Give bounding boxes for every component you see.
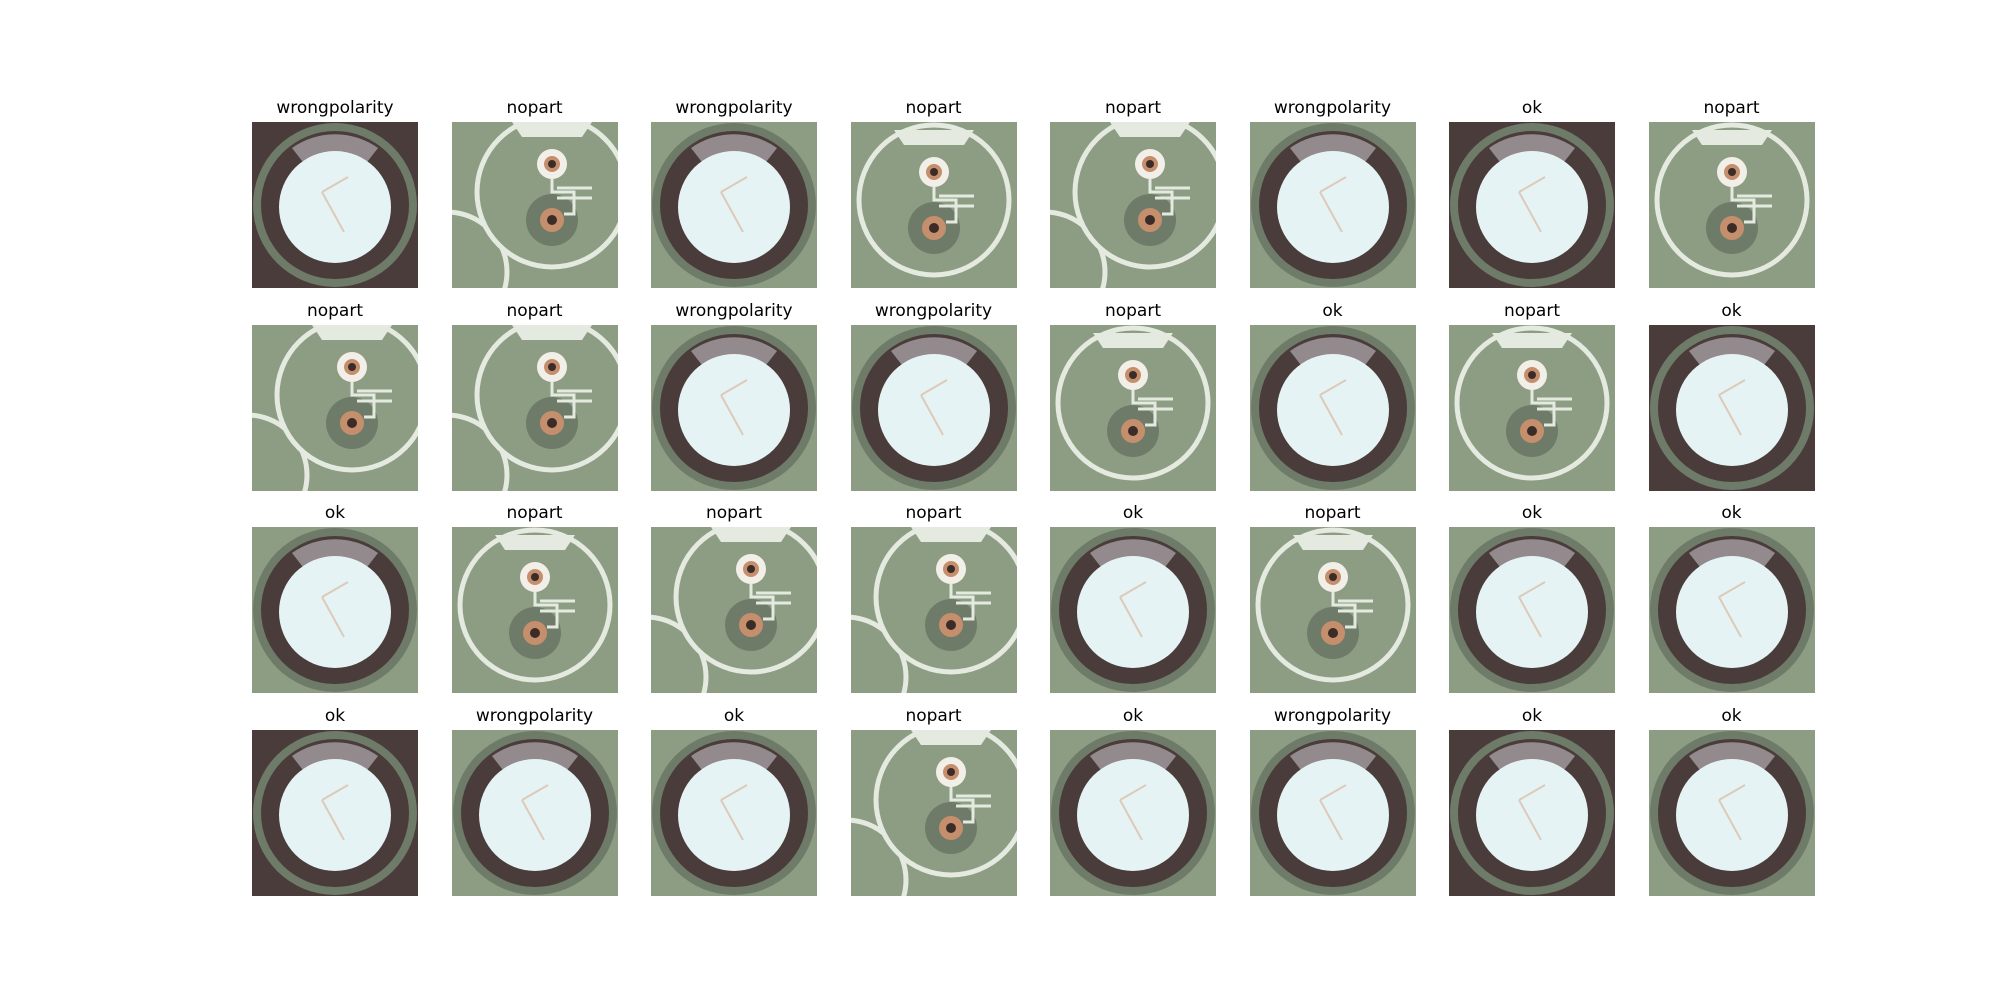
capacitor-image (1648, 729, 1815, 896)
cell-label: nopart (905, 98, 962, 118)
cell-label: ok (1122, 503, 1144, 523)
cell-label: nopart (506, 300, 563, 321)
capacitor-image (1648, 527, 1815, 693)
empty-footprint-image (1648, 122, 1815, 288)
empty-footprint-image (1449, 324, 1615, 491)
empty-footprint-image (451, 324, 618, 491)
cell-label: ok (1721, 503, 1742, 523)
cell-label: nopart (1304, 503, 1361, 523)
cell-label: ok (1521, 705, 1543, 726)
empty-footprint-image (850, 527, 1017, 693)
capacitor-image (1050, 729, 1216, 896)
capacitor-image (1249, 324, 1416, 491)
empty-footprint-image (252, 324, 418, 491)
capacitor-image (252, 729, 418, 896)
capacitor-image (451, 729, 618, 896)
capacitor-image (651, 122, 817, 288)
cell-label: nopart (506, 503, 563, 523)
cell-label: nopart (905, 503, 962, 523)
capacitor-image (850, 324, 1017, 491)
capacitor-image (1449, 122, 1615, 288)
cell-label: nopart (705, 503, 763, 523)
empty-footprint-image (651, 527, 817, 693)
empty-footprint-image (1050, 324, 1216, 491)
capacitor-image (252, 527, 418, 693)
empty-footprint-image (1249, 527, 1416, 693)
cell-label: ok (1721, 705, 1742, 726)
capacitor-image (252, 122, 418, 288)
cell-label: ok (1521, 503, 1543, 523)
capacitor-image (1050, 527, 1216, 693)
capacitor-image (1449, 729, 1615, 896)
cell-label: wrongpolarity (1273, 98, 1392, 118)
cell-label: wrongpolarity (475, 705, 594, 726)
cell-label: ok (324, 503, 346, 523)
capacitor-image (1249, 122, 1416, 288)
cell-label: ok (1521, 98, 1543, 118)
capacitor-image (651, 729, 817, 896)
empty-footprint-image (850, 122, 1017, 288)
cell-label: ok (723, 705, 745, 726)
empty-footprint-image (1050, 122, 1216, 288)
cell-label: nopart (1104, 98, 1162, 118)
cell-label: wrongpolarity (675, 300, 793, 321)
capacitor-image (1449, 527, 1615, 693)
cell-label: nopart (1104, 300, 1162, 321)
empty-footprint-image (451, 122, 618, 288)
cell-label: nopart (1703, 98, 1760, 118)
capacitor-image (1249, 729, 1416, 896)
cell-label: nopart (506, 98, 563, 118)
cell-label: ok (324, 705, 346, 726)
cell-label: ok (1122, 705, 1144, 726)
empty-footprint-image (850, 729, 1017, 896)
cell-label: nopart (1503, 300, 1561, 321)
capacitor-image (651, 324, 817, 491)
cell-label: nopart (306, 300, 364, 321)
cell-label: ok (1721, 300, 1742, 321)
cell-label: wrongpolarity (675, 98, 793, 118)
empty-footprint-image (451, 527, 618, 693)
cell-label: wrongpolarity (874, 300, 993, 321)
cell-label: wrongpolarity (276, 98, 394, 118)
cell-label: ok (1322, 300, 1343, 321)
cell-label: nopart (905, 705, 962, 726)
cell-label: wrongpolarity (1273, 705, 1392, 726)
capacitor-image (1648, 324, 1815, 491)
